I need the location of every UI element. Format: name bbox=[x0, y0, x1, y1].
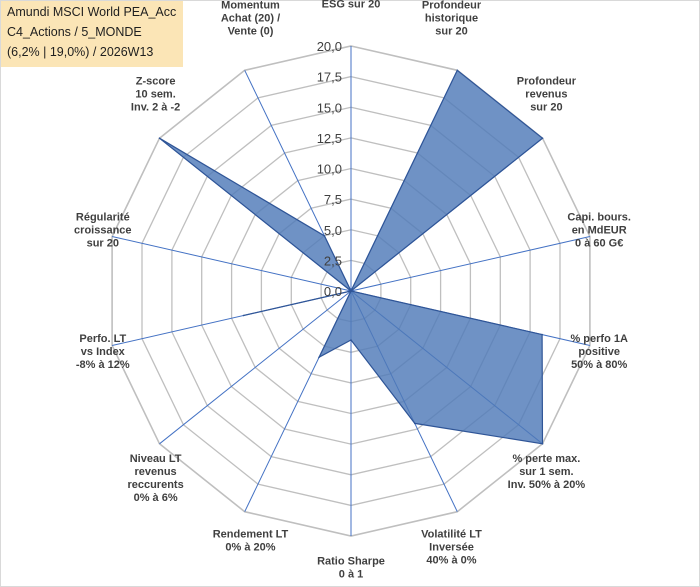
axis-label-10-line-0: Perfo. LT bbox=[79, 333, 126, 345]
radial-tick-labels: 0,0 2,5 5,0 7,5 10,0 12,5 15,0 17,5 20,0 bbox=[317, 39, 342, 299]
axis-label-7-line-0: Ratio Sharpe bbox=[317, 556, 385, 568]
axis-label-4-line-1: positive bbox=[578, 346, 620, 358]
axis-label-6-line-2: 40% à 0% bbox=[426, 555, 476, 567]
axis-label-10-line-2: -8% à 12% bbox=[76, 359, 130, 371]
axis-label-11: Régularité croissance sur 20 bbox=[74, 212, 131, 250]
axis-label-9-line-3: 0% à 6% bbox=[134, 492, 178, 504]
series-point-10 bbox=[242, 314, 245, 317]
axis-label-11-line-0: Régularité bbox=[76, 212, 130, 224]
axis-label-13-line-1: Achat (20) / bbox=[221, 13, 280, 25]
title-line-2: C4_Actions / 5_MONDE bbox=[7, 25, 142, 39]
axis-label-3-line-2: 0 à 60 G€ bbox=[575, 238, 623, 250]
axis-label-1-line-0: Profondeur bbox=[422, 0, 482, 12]
axis-label-13-line-2: Vente (0) bbox=[228, 26, 274, 38]
axis-label-2-line-0: Profondeur bbox=[517, 75, 577, 87]
axis-label-8-line-0: Rendement LT bbox=[213, 529, 289, 541]
axis-label-4-line-0: % perfo 1A bbox=[570, 333, 628, 345]
tick-label-7: 17,5 bbox=[317, 70, 342, 85]
axis-label-1-line-1: historique bbox=[425, 13, 478, 25]
axis-label-5-line-0: % perte max. bbox=[512, 453, 580, 465]
axis-label-9: Niveau LT revenus reccurents 0% à 6% bbox=[127, 453, 183, 504]
axis-label-13-line-0: Momentum bbox=[221, 0, 280, 12]
series-point-5 bbox=[541, 443, 544, 445]
axis-label-1-line-2: sur 20 bbox=[435, 26, 467, 38]
tick-label-6: 15,0 bbox=[317, 100, 342, 115]
axis-label-8-line-1: 0% à 20% bbox=[225, 542, 275, 554]
axis-label-5: % perte max. sur 1 sem. Inv. 50% à 20% bbox=[508, 453, 586, 491]
axis-label-2-line-1: revenus bbox=[525, 88, 567, 100]
series-point-4 bbox=[541, 333, 543, 336]
axis-label-7: Ratio Sharpe 0 à 1 bbox=[317, 556, 385, 581]
axis-label-2: Profondeur revenus sur 20 bbox=[517, 75, 577, 113]
axis-label-11-line-2: sur 20 bbox=[87, 238, 119, 250]
series-point-12 bbox=[158, 137, 161, 139]
axis-label-9-line-2: reccurents bbox=[127, 479, 183, 491]
axis-label-3-line-1: en MdEUR bbox=[572, 225, 627, 237]
axis-spoke-11 bbox=[111, 236, 352, 292]
axis-label-10-line-1: vs Index bbox=[81, 346, 126, 358]
title-line-1: Amundi MSCI World PEA_Acc bbox=[7, 5, 177, 19]
axis-label-12-line-2: Inv. 2 à -2 bbox=[131, 101, 180, 113]
axis-label-9-line-0: Niveau LT bbox=[130, 453, 182, 465]
axis-label-3: Capi. bours. en MdEUR 0 à 60 G€ bbox=[567, 212, 631, 250]
axis-label-12-line-1: 10 sem. bbox=[135, 88, 175, 100]
axis-label-2-line-2: sur 20 bbox=[530, 101, 562, 113]
tick-label-0: 0,0 bbox=[324, 284, 342, 299]
series-point-7 bbox=[350, 339, 352, 341]
axis-label-3-line-0: Capi. bours. bbox=[567, 212, 631, 224]
series-point-1 bbox=[456, 69, 459, 72]
axis-label-9-line-1: revenus bbox=[134, 466, 176, 478]
axis-label-12: Z-score 10 sem. Inv. 2 à -2 bbox=[131, 75, 180, 113]
axis-label-11-line-1: croissance bbox=[74, 225, 131, 237]
series-point-13 bbox=[323, 235, 326, 237]
axis-label-6-line-0: Volatilité LT bbox=[421, 529, 482, 541]
axis-label-0-line-1: ESG sur 20 bbox=[322, 0, 381, 11]
tick-label-2: 5,0 bbox=[324, 223, 342, 238]
series-point-6 bbox=[414, 422, 416, 425]
series-point-8 bbox=[318, 356, 320, 359]
axis-label-10: Perfo. LT vs Index -8% à 12% bbox=[76, 333, 130, 371]
axis-label-5-line-2: Inv. 50% à 20% bbox=[508, 479, 586, 491]
axis-label-4-line-2: 50% à 80% bbox=[571, 359, 627, 371]
axis-spoke-3 bbox=[350, 236, 591, 292]
tick-label-4: 10,0 bbox=[317, 162, 342, 177]
chart-title-box: Amundi MSCI World PEA_Acc C4_Actions / 5… bbox=[1, 1, 183, 67]
axis-label-7-line-1: 0 à 1 bbox=[339, 569, 363, 581]
radar-series bbox=[158, 69, 544, 445]
axis-label-6: Volatilité LT Inversée 40% à 0% bbox=[421, 529, 482, 567]
tick-label-3: 7,5 bbox=[324, 192, 342, 207]
axis-label-12-line-0: Z-score bbox=[136, 75, 176, 87]
series-point-11 bbox=[350, 290, 352, 292]
axis-label-5-line-1: sur 1 sem. bbox=[519, 466, 573, 478]
axis-label-6-line-1: Inversée bbox=[429, 542, 474, 554]
axis-label-13: Momentum Achat (20) / Vente (0) bbox=[221, 0, 280, 38]
axis-spoke-9 bbox=[159, 290, 352, 445]
tick-label-5: 12,5 bbox=[317, 131, 342, 146]
series-point-2 bbox=[541, 137, 544, 139]
axis-label-4: % perfo 1A positive 50% à 80% bbox=[570, 333, 628, 371]
title-line-3: (6,2% | 19,0%) / 2026W13 bbox=[7, 45, 154, 59]
axis-label-1: Profondeur historique sur 20 bbox=[422, 0, 482, 38]
axis-label-0: NoteESG sur 20 bbox=[322, 0, 381, 11]
axis-label-8: Rendement LT 0% à 20% bbox=[213, 529, 289, 554]
tick-label-8: 20,0 bbox=[317, 39, 342, 54]
tick-label-1: 2,5 bbox=[324, 253, 342, 268]
